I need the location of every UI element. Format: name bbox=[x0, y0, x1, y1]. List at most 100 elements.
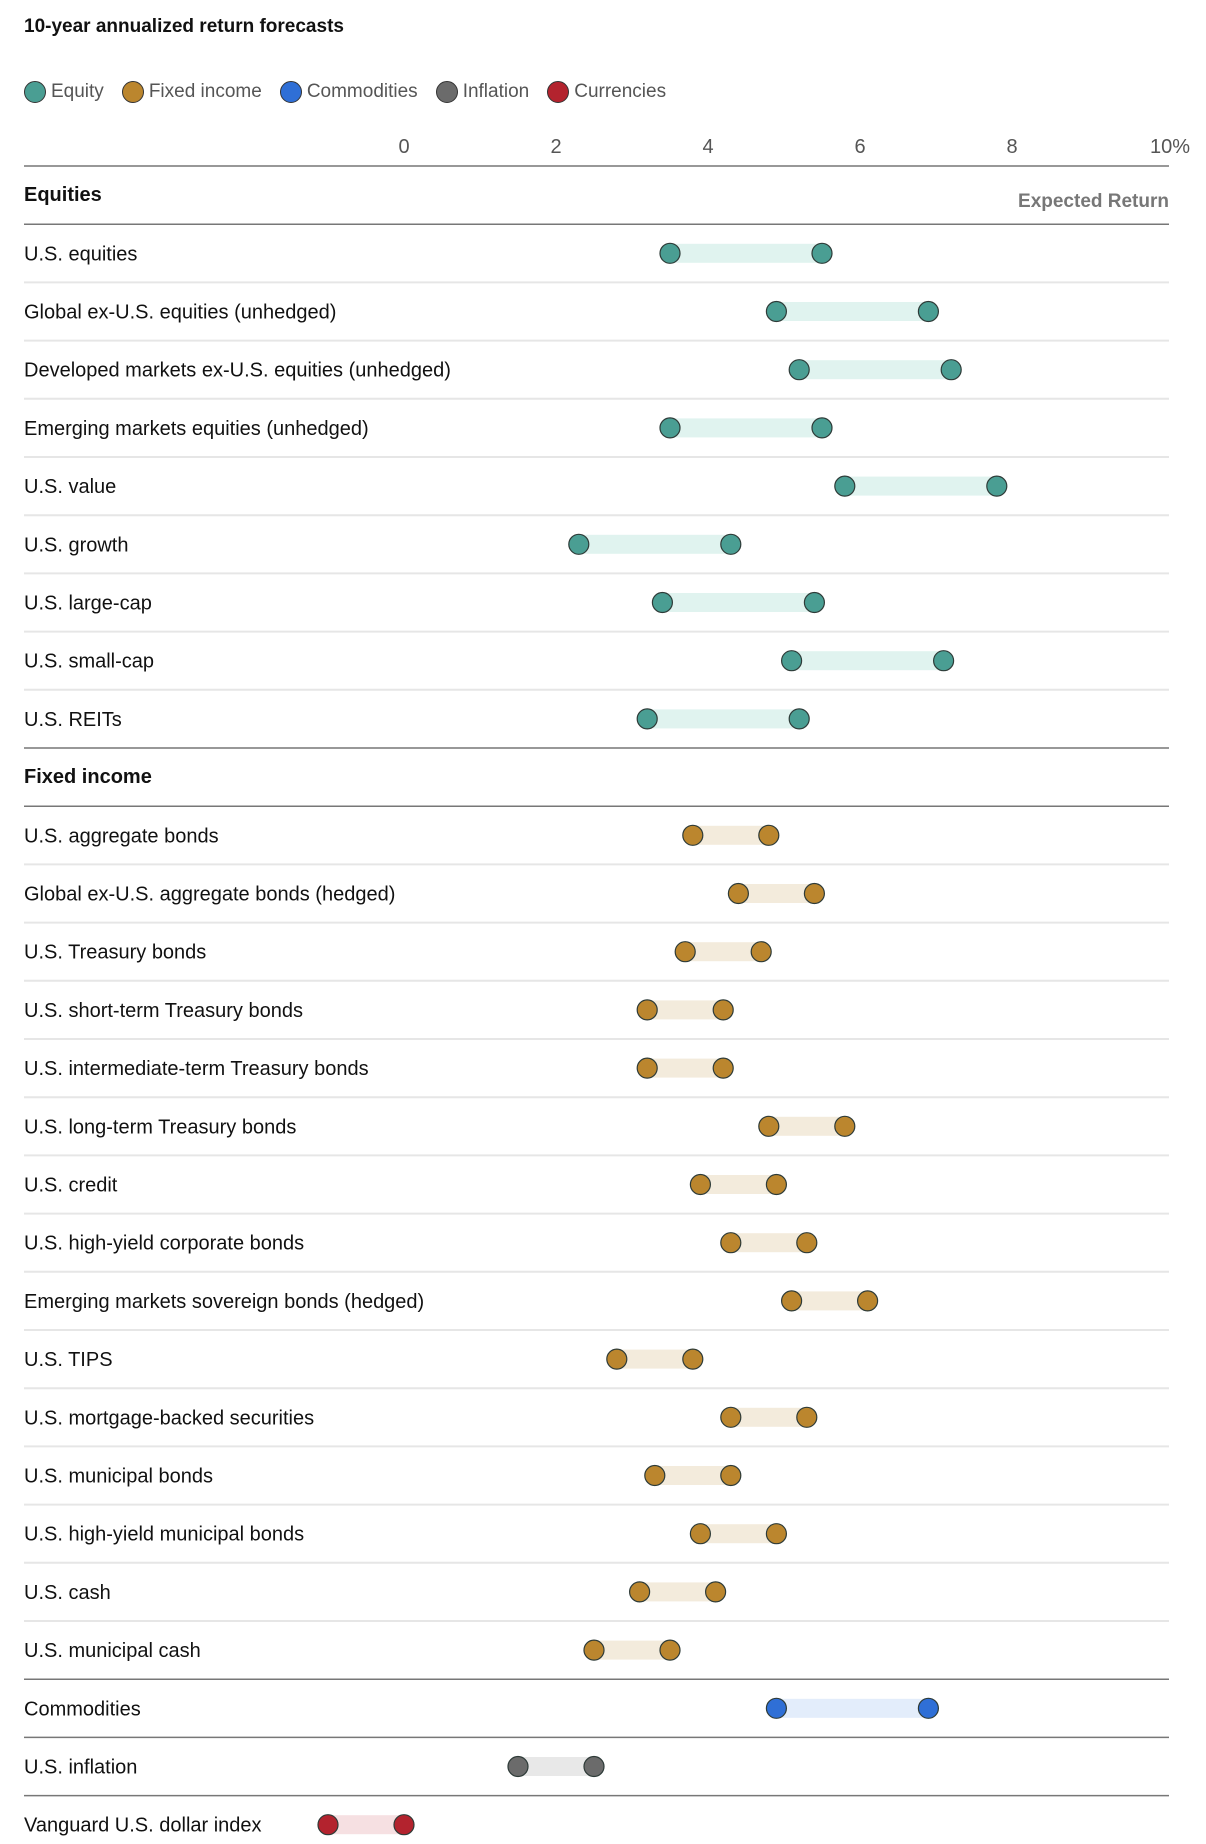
row-label: U.S. intermediate-term Treasury bonds bbox=[24, 1058, 369, 1080]
row-label: Global ex-U.S. equities (unhedged) bbox=[24, 302, 336, 324]
row-label: U.S. high-yield corporate bonds bbox=[24, 1233, 304, 1255]
row-label: U.S. equities bbox=[24, 243, 137, 265]
row-label: Developed markets ex-U.S. equities (unhe… bbox=[24, 360, 451, 382]
dot-high bbox=[803, 882, 826, 905]
dot-low bbox=[651, 591, 674, 614]
dot-low bbox=[606, 1348, 628, 1370]
group-header: Equities bbox=[24, 184, 102, 206]
legend-swatch-fixed-income bbox=[121, 81, 144, 103]
dot-low bbox=[682, 824, 704, 846]
dot-high bbox=[682, 1348, 704, 1370]
range-bar bbox=[647, 1058, 724, 1078]
range-bar bbox=[738, 884, 815, 903]
dot-low bbox=[758, 1115, 780, 1137]
dot-high bbox=[803, 591, 826, 614]
row-label: Emerging markets sovereign bonds (hedged… bbox=[24, 1291, 424, 1313]
range-bar bbox=[654, 1466, 731, 1485]
dot-low bbox=[644, 1464, 666, 1487]
legend-label: Currencies bbox=[574, 81, 667, 102]
row-label: U.S. REITs bbox=[24, 709, 122, 731]
dot-low bbox=[636, 999, 658, 1021]
dot-low bbox=[720, 1406, 742, 1428]
dot-high bbox=[856, 1290, 879, 1312]
legend-swatch-inflation bbox=[435, 81, 458, 103]
dot-low bbox=[720, 1232, 742, 1254]
row-label: Commodities bbox=[24, 1698, 141, 1720]
dot-high bbox=[750, 941, 772, 963]
range-bar bbox=[791, 651, 944, 671]
row-label: U.S. inflation bbox=[24, 1757, 137, 1779]
dot-high bbox=[796, 1232, 818, 1254]
legend-item-currencies: Currencies bbox=[547, 81, 666, 103]
dot-low bbox=[780, 1290, 803, 1312]
range-bar bbox=[518, 1757, 594, 1776]
dot-high bbox=[932, 650, 955, 672]
row-label: U.S. value bbox=[24, 476, 116, 498]
dot-high bbox=[788, 708, 810, 730]
x-tick-label: 6 bbox=[854, 136, 865, 158]
x-tick-label: 4 bbox=[702, 136, 713, 158]
range-bar bbox=[730, 1407, 807, 1427]
range-bar bbox=[670, 243, 822, 263]
range-bar bbox=[328, 1815, 404, 1835]
range-bar bbox=[639, 1582, 716, 1602]
range-bar bbox=[662, 593, 815, 612]
dot-low bbox=[765, 1697, 788, 1719]
range-bar bbox=[700, 1524, 777, 1544]
legend-item-equity: Equity bbox=[24, 81, 104, 103]
row-label: U.S. small-cap bbox=[24, 651, 154, 673]
chart-title: 10-year annualized return forecasts bbox=[24, 16, 344, 37]
dot-high bbox=[704, 1581, 727, 1603]
legend-item-inflation: Inflation bbox=[435, 81, 530, 103]
dot-high bbox=[712, 1057, 734, 1079]
row-label: Emerging markets equities (unhedged) bbox=[24, 418, 369, 440]
dot-high bbox=[765, 1173, 788, 1196]
x-tick-label: 0 bbox=[398, 136, 409, 158]
dot-low bbox=[689, 1523, 712, 1545]
row-label: Vanguard U.S. dollar index bbox=[24, 1815, 262, 1837]
x-tick-label: 10% bbox=[1150, 136, 1190, 158]
dot-low bbox=[636, 1057, 658, 1079]
range-bar bbox=[700, 1175, 777, 1194]
range-bar bbox=[647, 709, 800, 729]
dot-low bbox=[689, 1173, 712, 1196]
dot-high bbox=[917, 300, 940, 323]
dot-low bbox=[765, 300, 788, 323]
legend-label: Fixed income bbox=[148, 81, 262, 102]
range-bar bbox=[776, 302, 929, 321]
row-label: U.S. mortgage-backed securities bbox=[24, 1407, 314, 1429]
dot-low bbox=[507, 1755, 529, 1778]
dot-low bbox=[636, 708, 658, 730]
dot-low bbox=[317, 1814, 339, 1836]
range-bar bbox=[791, 1291, 868, 1311]
range-bar bbox=[692, 825, 769, 845]
dot-low bbox=[788, 359, 810, 381]
dot-high bbox=[811, 417, 833, 439]
dot-high bbox=[765, 1523, 788, 1545]
legend-item-fixed-income: Fixed income bbox=[121, 81, 262, 103]
range-bar bbox=[776, 1698, 929, 1718]
range-bar bbox=[616, 1349, 693, 1369]
legend: Equity Fixed income Commodities Inflatio… bbox=[24, 81, 684, 103]
range-bar bbox=[730, 1233, 807, 1253]
dot-high bbox=[796, 1406, 818, 1428]
dot-low bbox=[659, 242, 681, 264]
legend-swatch-currencies bbox=[547, 81, 570, 103]
row-label: U.S. growth bbox=[24, 534, 128, 556]
row-label: U.S. credit bbox=[24, 1175, 118, 1197]
row-label: U.S. municipal cash bbox=[24, 1640, 201, 1662]
legend-label: Inflation bbox=[462, 81, 530, 102]
legend-label: Equity bbox=[51, 81, 104, 102]
range-bar bbox=[799, 360, 952, 380]
dot-low bbox=[583, 1639, 605, 1661]
legend-label: Commodities bbox=[306, 81, 418, 102]
range-bar bbox=[578, 534, 731, 554]
dot-high bbox=[986, 475, 1008, 497]
row-label: U.S. large-cap bbox=[24, 593, 152, 615]
dot-low bbox=[674, 941, 696, 963]
dot-low bbox=[834, 475, 856, 497]
x-tick-label: 8 bbox=[1006, 136, 1017, 158]
row-label: U.S. Treasury bonds bbox=[24, 942, 206, 964]
dot-high bbox=[712, 999, 734, 1021]
row-label: Global ex-U.S. aggregate bonds (hedged) bbox=[24, 884, 395, 906]
